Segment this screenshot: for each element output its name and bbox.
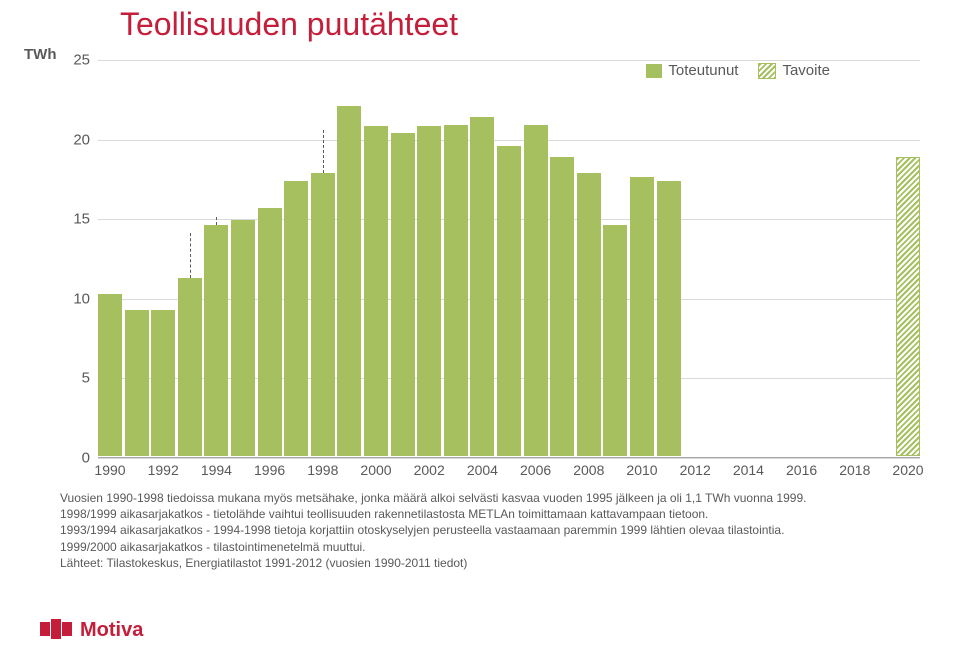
x-tick-label: 1996 (254, 462, 285, 478)
footnotes: Vuosien 1990-1998 tiedoissa mukana myös … (60, 490, 920, 571)
bar-solid (364, 126, 388, 456)
x-tick-label: 2012 (680, 462, 711, 478)
y-tick-label: 20 (60, 131, 90, 148)
bar-solid (284, 181, 308, 456)
series-break-dash (323, 130, 324, 173)
x-tick-label: 2018 (839, 462, 870, 478)
bar-solid (311, 173, 335, 456)
swatch-hatch-icon (758, 63, 776, 79)
bar-solid (151, 310, 175, 456)
bars-container (98, 58, 920, 456)
x-tick-label: 2006 (520, 462, 551, 478)
gridline (98, 458, 920, 459)
x-tick-label: 2002 (414, 462, 445, 478)
bar-solid (657, 181, 681, 456)
y-tick-label: 0 (60, 450, 90, 467)
x-tick-label: 2016 (786, 462, 817, 478)
x-tick-label: 1994 (201, 462, 232, 478)
y-tick-label: 25 (60, 52, 90, 69)
bar-solid (337, 106, 361, 456)
bar-solid (444, 125, 468, 456)
bar-solid (497, 146, 521, 456)
note-line: Vuosien 1990-1998 tiedoissa mukana myös … (60, 490, 920, 506)
bar-solid (231, 220, 255, 456)
bar-solid (630, 177, 654, 456)
x-tick-label: 2004 (467, 462, 498, 478)
bar-solid (550, 157, 574, 456)
bar-solid (125, 310, 149, 456)
legend-label-b: Tavoite (782, 62, 830, 79)
series-break-dash (190, 233, 191, 278)
bar-solid (204, 225, 228, 456)
x-tick-label: 2010 (626, 462, 657, 478)
legend: Toteutunut Tavoite (646, 62, 830, 79)
note-line: Lähteet: Tilastokeskus, Energiatilastot … (60, 555, 920, 571)
x-tick-label: 2020 (892, 462, 923, 478)
x-tick-label: 1998 (307, 462, 338, 478)
chart-title: Teollisuuden puutähteet (120, 6, 458, 43)
x-tick-label: 2008 (573, 462, 604, 478)
note-line: 1998/1999 aikasarjakatkos - tietolähde v… (60, 506, 920, 522)
logo-mark-icon (40, 622, 72, 639)
note-line: 1999/2000 aikasarjakatkos - tilastointim… (60, 539, 920, 555)
legend-item-tavoite: Tavoite (758, 62, 830, 79)
bar-target (896, 157, 920, 456)
bar-solid (577, 173, 601, 456)
bar-solid (391, 133, 415, 456)
swatch-solid-icon (646, 64, 662, 78)
chart-area: 0510152025 19901992199419961998200020022… (50, 60, 920, 480)
x-tick-label: 2000 (360, 462, 391, 478)
note-line: 1993/1994 aikasarjakatkos - 1994-1998 ti… (60, 522, 920, 538)
bar-solid (524, 125, 548, 456)
legend-item-toteutunut: Toteutunut (646, 62, 738, 79)
bar-solid (470, 117, 494, 456)
logo-text: Motiva (80, 619, 143, 642)
logo: Motiva (40, 619, 143, 642)
x-tick-label: 1990 (94, 462, 125, 478)
x-tick-label: 1992 (148, 462, 179, 478)
bar-solid (98, 294, 122, 456)
bar-solid (417, 126, 441, 456)
y-tick-label: 5 (60, 370, 90, 387)
bar-solid (603, 225, 627, 456)
legend-label-a: Toteutunut (668, 62, 738, 79)
bar-solid (178, 278, 202, 456)
series-break-dash (216, 217, 217, 225)
y-tick-label: 10 (60, 290, 90, 307)
bar-solid (258, 208, 282, 456)
y-tick-label: 15 (60, 211, 90, 228)
x-tick-label: 2014 (733, 462, 764, 478)
